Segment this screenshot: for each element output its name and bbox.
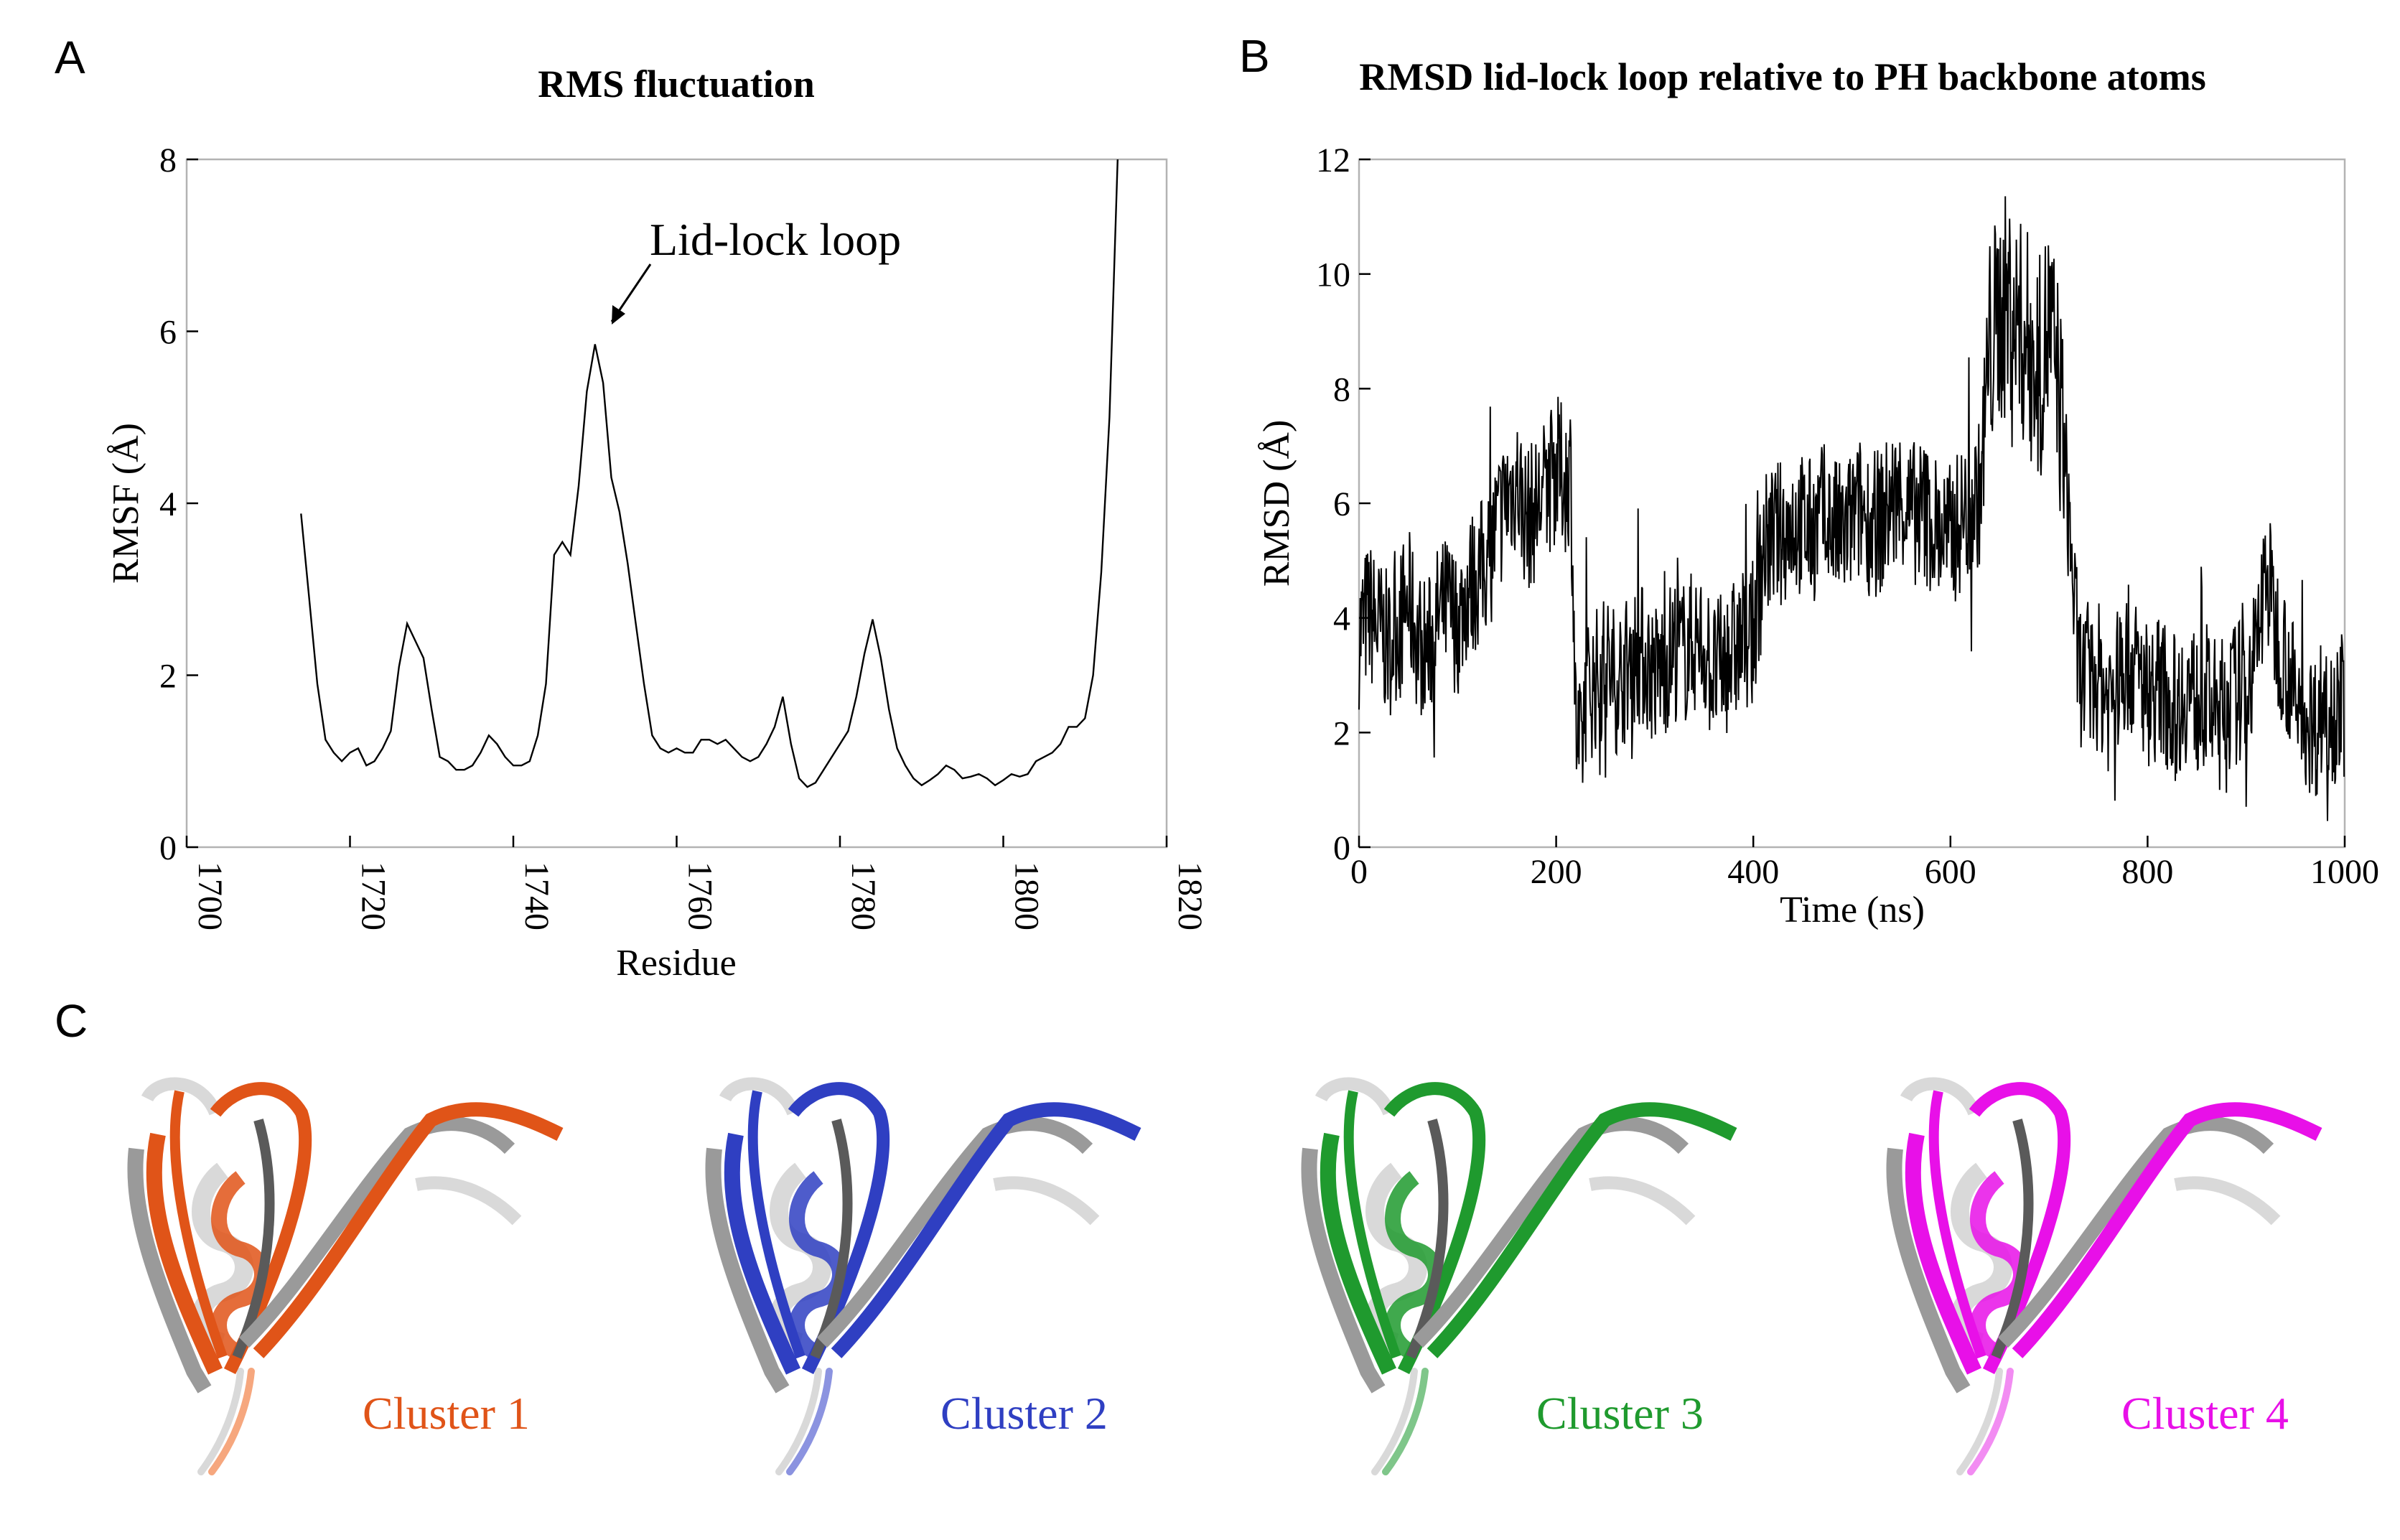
helix-grey (1365, 1162, 1427, 1352)
chart-b-ytick-label: 6 (1333, 485, 1350, 523)
chart-b-title: RMSD lid-lock loop relative to PH backbo… (1359, 55, 2205, 98)
strand-colored-3 (1969, 1082, 2071, 1375)
chart-a-xtick-label: 1720 (355, 862, 393, 930)
strand-colored-3 (210, 1082, 312, 1375)
chart-a-ylabel: RMSF (Å) (106, 423, 146, 584)
chart-a-xtick-label: 1760 (681, 862, 719, 930)
chart-b-ytick-label: 4 (1333, 600, 1350, 638)
chart-b-ylabel: RMSD (Å) (1256, 420, 1297, 587)
rmsd-series-line (1358, 196, 2345, 821)
strand-colored-1 (1320, 1132, 1396, 1375)
cluster-label-2: Cluster 2 (940, 1388, 1108, 1439)
arm-colored (2012, 1102, 2322, 1358)
chart-a-xlabel: Residue (616, 943, 737, 984)
arm-grey (238, 1116, 515, 1348)
loop-grey (2174, 1176, 2281, 1226)
strand-colored-2 (169, 1090, 228, 1359)
strand-colored-1 (724, 1132, 800, 1375)
ribbon-tail-grey (775, 1368, 822, 1475)
ribbon-tail-grey (1956, 1368, 2003, 1475)
strand-dark (1991, 1119, 2034, 1359)
chart-a-ytick-label: 8 (159, 141, 177, 179)
cluster-label-1: Cluster 1 (363, 1388, 530, 1439)
chart-b-xlabel: Time (ns) (1780, 890, 1925, 930)
lid-lock-loop-annotation: Lid-lock loop (650, 214, 901, 265)
strand-grey-1 (1301, 1147, 1386, 1394)
panel-label-a: A (55, 32, 85, 83)
chart-a-ytick-label: 0 (159, 829, 177, 867)
loop-grey (1589, 1176, 1696, 1226)
rmsf-chart: RMS fluctuation 1700 1720 1740 1760 1780 1800… (106, 62, 1209, 984)
chart-a-title: RMS fluctuation (538, 62, 815, 106)
strand-grey-1 (705, 1147, 790, 1394)
loop-grey (415, 1176, 522, 1226)
chart-b-ytick-label: 10 (1316, 256, 1350, 294)
strand-colored-3 (1383, 1082, 1486, 1375)
arm-colored (1427, 1102, 1737, 1358)
ribbon-tail-colored (1967, 1368, 2014, 1475)
cluster-label-3: Cluster 3 (1536, 1388, 1704, 1439)
turn-grey (719, 1077, 800, 1116)
ribbon-tail-grey (197, 1368, 244, 1475)
ribbon-tail-grey (1371, 1368, 1418, 1475)
chart-b-ytick-label: 0 (1333, 829, 1350, 867)
strand-dark (232, 1119, 275, 1359)
structure-panel: Cluster 1 Cluster 2 Cluster 3 Cluster 4 (127, 1077, 2322, 1475)
chart-a-ytick-label: 2 (159, 658, 177, 696)
chart-a-xtick-label: 1740 (518, 862, 556, 930)
rmsf-series-line (300, 159, 1119, 788)
chart-a-xtick-label: 1700 (191, 862, 229, 930)
panel-label-b: B (1239, 30, 1270, 82)
arm-grey (816, 1116, 1093, 1348)
chart-b-xtick-label: 0 (1350, 853, 1368, 891)
chart-a-ytick-label: 4 (159, 485, 177, 523)
cluster-label-4: Cluster 4 (2121, 1388, 2289, 1439)
arm-grey (1997, 1116, 2274, 1348)
chart-a-xtick-label: 1780 (844, 862, 882, 930)
strand-grey-1 (127, 1147, 212, 1394)
chart-b-xtick-label: 1000 (2310, 853, 2379, 891)
arm-colored (253, 1102, 564, 1358)
strand-colored-3 (788, 1082, 890, 1375)
chart-a-ytick-label: 6 (159, 314, 177, 352)
strand-colored-2 (1928, 1090, 1986, 1359)
strand-colored-2 (747, 1090, 806, 1359)
ribbon-tail-colored (786, 1368, 833, 1475)
chart-a-xtick-label: 1800 (1008, 862, 1046, 930)
helix-grey (770, 1162, 831, 1352)
chart-b-xtick-label: 800 (2121, 853, 2173, 891)
structure-cluster-1: Cluster 1 (127, 1077, 564, 1475)
helix-grey (1951, 1162, 2012, 1352)
chart-a-xtick-label: 1820 (1171, 862, 1209, 930)
loop-grey (993, 1176, 1100, 1226)
strand-colored-1 (1905, 1132, 1981, 1375)
chart-b-xtick-label: 200 (1531, 853, 1582, 891)
turn-grey (141, 1077, 222, 1116)
chart-b-ytick-label: 8 (1333, 370, 1350, 409)
strand-grey-1 (1886, 1147, 1971, 1394)
chart-b-xtick-label: 600 (1925, 853, 1976, 891)
arm-grey (1412, 1116, 1689, 1348)
strand-colored-2 (1343, 1090, 1401, 1359)
turn-grey (1900, 1077, 1981, 1116)
ribbon-tail-colored (1382, 1368, 1429, 1475)
strand-dark (1406, 1119, 1449, 1359)
chart-b-ytick-label: 12 (1316, 141, 1350, 179)
chart-b-xtick-label: 400 (1727, 853, 1779, 891)
turn-grey (1315, 1077, 1396, 1116)
panel-label-c: C (55, 995, 88, 1047)
annotation-arrow-head (612, 305, 625, 325)
structure-cluster-2: Cluster 2 (705, 1077, 1141, 1475)
arm-colored (831, 1102, 1141, 1358)
ribbon-tail-colored (208, 1368, 255, 1475)
structure-cluster-4: Cluster 4 (1886, 1077, 2322, 1475)
helix-grey (192, 1162, 253, 1352)
structure-cluster-3: Cluster 3 (1301, 1077, 1737, 1475)
chart-b-ytick-label: 2 (1333, 714, 1350, 752)
strand-dark (810, 1119, 853, 1359)
rmsd-chart: RMSD lid-lock loop relative to PH backbo… (1256, 55, 2379, 930)
strand-colored-1 (146, 1132, 223, 1375)
